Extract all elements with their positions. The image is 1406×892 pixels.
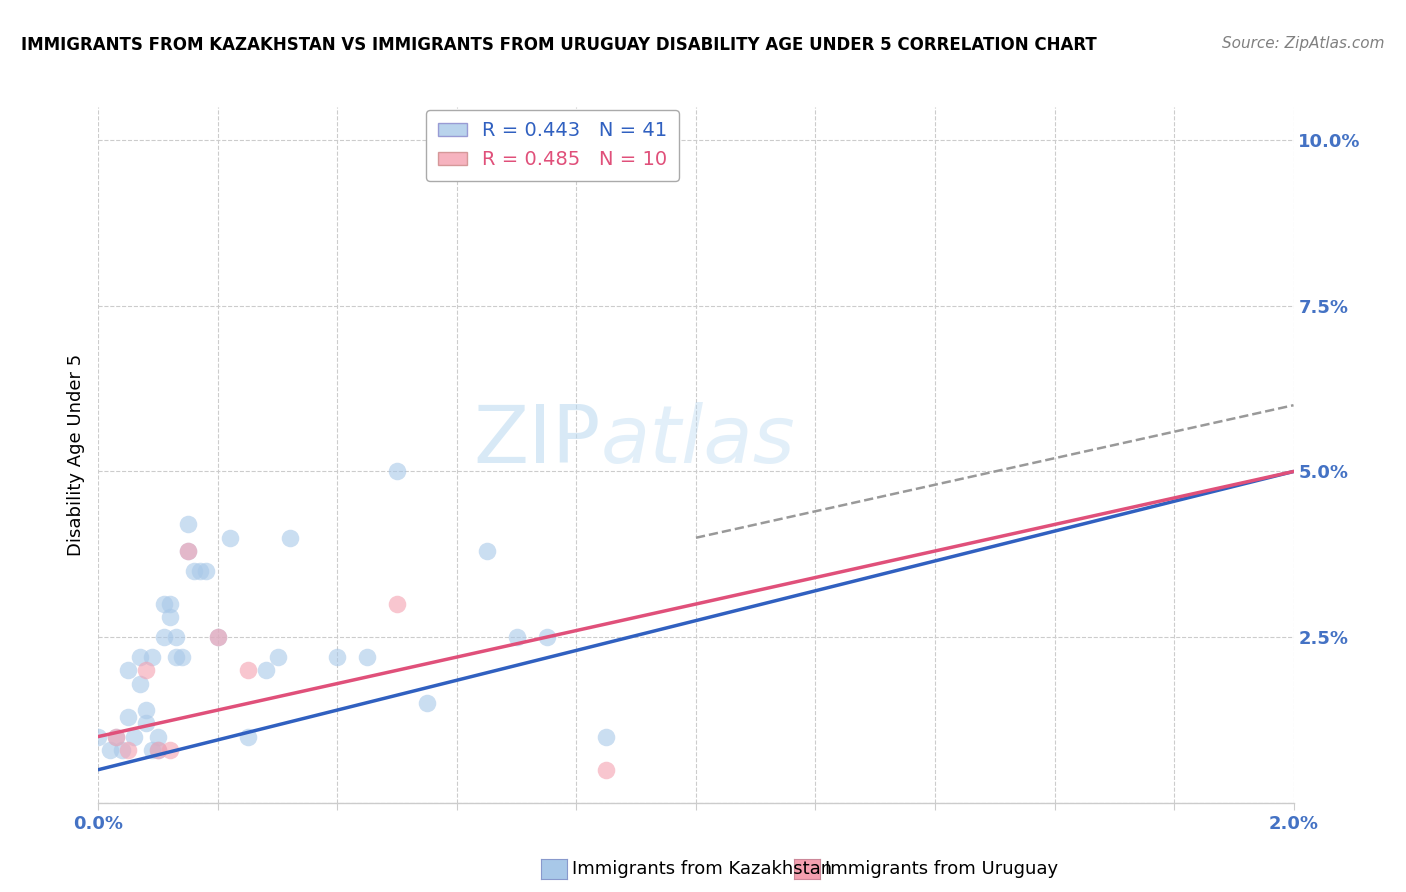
Point (236, 730, 259, 744)
Text: Immigrants from Kazakhstan: Immigrants from Kazakhstan (572, 860, 832, 878)
Point (207, 630, 229, 644)
Point (278, 531, 301, 545)
Point (416, 697, 439, 711)
Point (254, 663, 277, 677)
Point (153, 630, 176, 644)
Point (595, 763, 617, 777)
Text: Immigrants from Uruguay: Immigrants from Uruguay (825, 860, 1059, 878)
Point (219, 531, 242, 545)
Point (98, 743, 122, 757)
Text: Source: ZipAtlas.com: Source: ZipAtlas.com (1222, 36, 1385, 51)
Point (177, 544, 200, 558)
Point (135, 703, 157, 717)
Point (148, 743, 170, 757)
Point (385, 597, 409, 611)
Text: atlas: atlas (600, 402, 796, 480)
Point (536, 630, 558, 644)
Point (165, 630, 187, 644)
Point (105, 730, 128, 744)
Point (183, 564, 205, 578)
Point (159, 743, 181, 757)
Point (356, 650, 378, 665)
Point (135, 663, 157, 677)
Point (135, 716, 157, 731)
Point (159, 597, 181, 611)
Legend: R = 0.443   N = 41, R = 0.485   N = 10: R = 0.443 N = 41, R = 0.485 N = 10 (426, 110, 679, 181)
Point (148, 730, 170, 744)
Point (129, 676, 152, 690)
Point (207, 630, 229, 644)
Text: IMMIGRANTS FROM KAZAKHSTAN VS IMMIGRANTS FROM URUGUAY DISABILITY AGE UNDER 5 COR: IMMIGRANTS FROM KAZAKHSTAN VS IMMIGRANTS… (21, 36, 1097, 54)
Point (267, 650, 290, 665)
Point (111, 743, 134, 757)
Point (124, 730, 146, 744)
Point (129, 650, 152, 665)
Y-axis label: Disability Age Under 5: Disability Age Under 5 (66, 354, 84, 556)
Point (195, 564, 218, 578)
Point (148, 743, 170, 757)
Point (236, 663, 259, 677)
Point (172, 650, 194, 665)
Point (385, 465, 409, 479)
Point (117, 663, 139, 677)
Point (105, 730, 128, 744)
Point (117, 709, 139, 723)
Point (165, 650, 187, 665)
Point (326, 650, 349, 665)
Point (159, 610, 181, 624)
Point (188, 564, 211, 578)
Point (117, 743, 139, 757)
Point (153, 597, 176, 611)
Point (141, 743, 163, 757)
Point (141, 650, 163, 665)
Point (177, 544, 200, 558)
Point (87, 730, 110, 744)
Point (506, 630, 529, 644)
Text: ZIP: ZIP (472, 402, 600, 480)
Point (595, 730, 617, 744)
Point (177, 517, 200, 532)
Point (475, 544, 498, 558)
